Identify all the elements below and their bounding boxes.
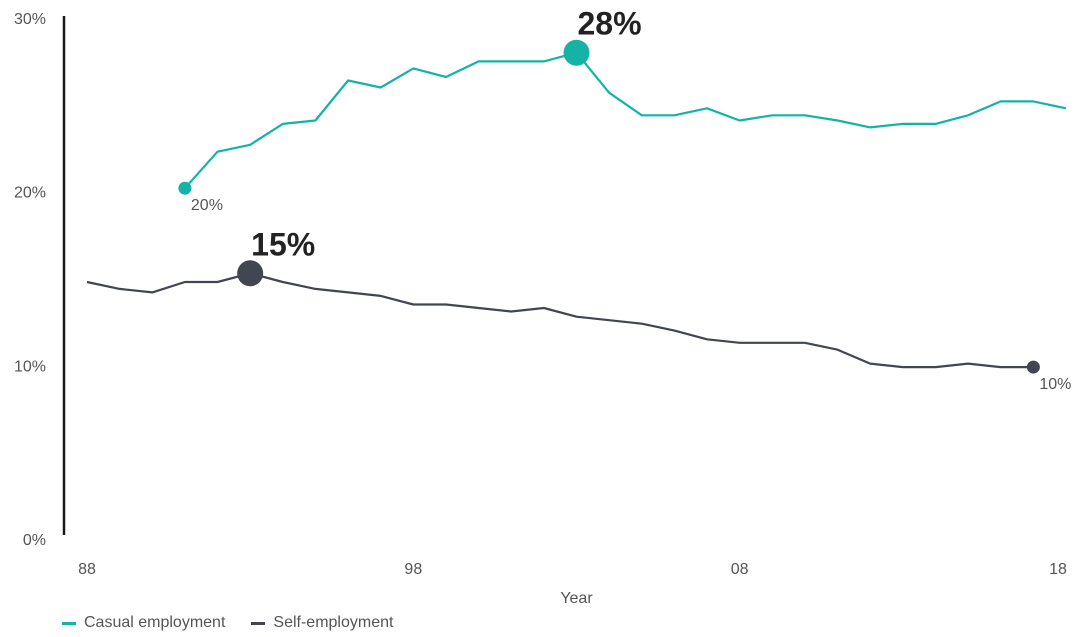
- legend-label-casual-employment: Casual employment: [84, 614, 226, 631]
- annotation-label: 20%: [191, 197, 223, 214]
- x-tick-label: 98: [404, 561, 422, 578]
- annotation-markers: 20% 28% 15% 10%: [178, 6, 1071, 393]
- x-tick-label: 88: [78, 561, 96, 578]
- y-axis-ticks: 0% 10% 20% 30%: [14, 11, 46, 549]
- annotation-marker: [1026, 360, 1040, 374]
- x-tick-label: 18: [1049, 561, 1067, 578]
- x-axis-ticks: 88 98 08 18: [78, 561, 1067, 578]
- legend: Casual employment Self-employment: [62, 614, 393, 632]
- x-axis-title: Year: [560, 590, 593, 607]
- y-tick-label: 20%: [14, 185, 46, 202]
- legend-item-casual-employment[interactable]: Casual employment: [62, 614, 225, 632]
- y-tick-label: 10%: [14, 358, 46, 375]
- legend-label-self-employment: Self-employment: [273, 614, 394, 631]
- series-lines: [86, 51, 1067, 369]
- annotation-label: 15%: [251, 226, 315, 262]
- y-tick-label: 30%: [14, 11, 46, 28]
- annotation-label: 28%: [578, 6, 642, 42]
- series-line-casual-employment: [184, 51, 1067, 189]
- annotation-marker: [563, 39, 590, 66]
- annotation-marker: [178, 181, 192, 195]
- legend-swatch-self-employment: [251, 621, 266, 625]
- annotation-marker: [237, 260, 264, 287]
- legend-swatch-casual-employment: [62, 621, 76, 625]
- annotation-label: 10%: [1039, 376, 1071, 393]
- line-chart: 0% 10% 20% 30% 88 98 08 18 Year 20% 28% 15% 10%: [14, 6, 1071, 607]
- series-line-self-employment: [86, 272, 1034, 369]
- legend-item-self-employment[interactable]: Self-employment: [251, 614, 393, 632]
- x-tick-label: 08: [731, 561, 749, 578]
- y-tick-label: 0%: [23, 532, 46, 549]
